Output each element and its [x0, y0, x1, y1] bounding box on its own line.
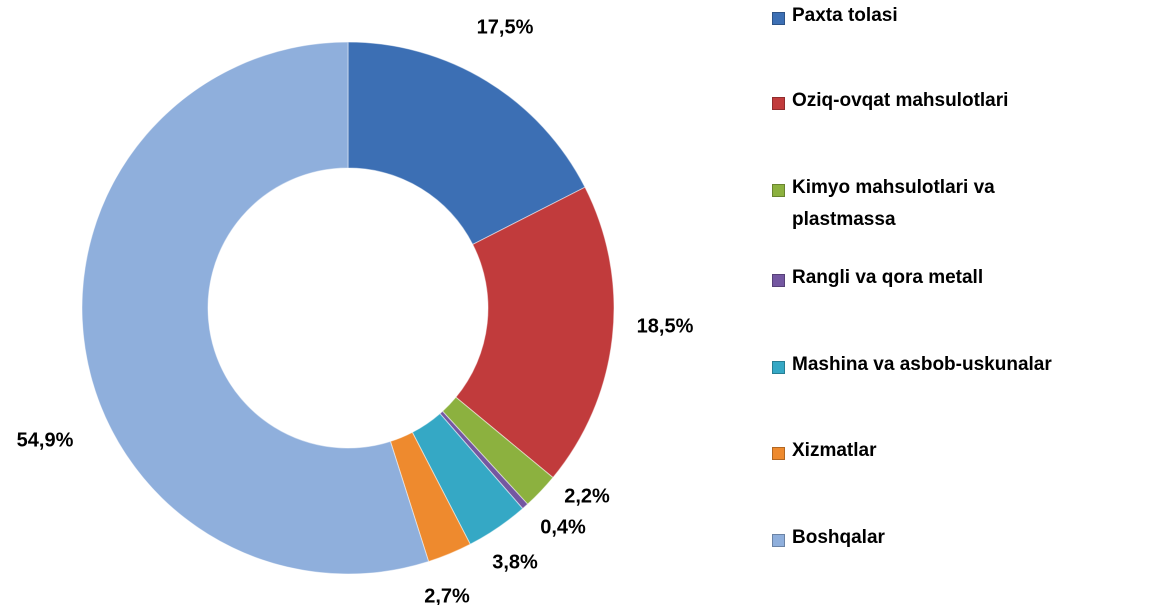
legend-item: Paxta tolasi	[772, 5, 898, 32]
legend-swatch	[772, 97, 785, 110]
legend-label: Paxta tolasi	[792, 5, 898, 26]
legend-swatch	[772, 534, 785, 547]
legend-label: Mashina va asbob-uskunalar	[792, 354, 1052, 375]
legend-item: Xizmatlar	[772, 440, 876, 467]
legend-swatch	[772, 12, 785, 25]
legend-swatch	[772, 447, 785, 460]
data-label: 0,4%	[540, 516, 586, 538]
legend-label: Oziq-ovqat mahsulotlari	[792, 90, 1009, 111]
legend-label: Xizmatlar	[792, 440, 877, 461]
legend-label: Rangli va qora metall	[792, 267, 984, 288]
legend-item: Mashina va asbob-uskunalar	[772, 354, 1052, 381]
donut-segment	[347, 41, 586, 246]
chart: 17,5% 18,5% 2,2% 0,4%3,8% 2,7% 54,9%	[17, 16, 694, 605]
legend-label: Boshqalar	[792, 527, 885, 548]
legend-item: Boshqalar	[772, 527, 885, 554]
legend-label: Kimyo mahsulotlari va plastmassa	[792, 177, 995, 230]
data-label: 2,2%	[564, 485, 610, 507]
donut-segment	[81, 41, 430, 575]
data-label: 18,5%	[637, 315, 694, 337]
data-label: 3,8%	[492, 551, 538, 573]
data-label: 17,5%	[477, 16, 534, 38]
data-label: 2,7%	[424, 585, 470, 605]
legend-item: Oziq-ovqat mahsulotlari	[772, 90, 1008, 117]
legend-swatch	[772, 184, 785, 197]
data-label: 54,9%	[17, 429, 74, 451]
legend-swatch	[772, 361, 785, 374]
donut-segment	[455, 186, 615, 479]
legend-swatch	[772, 274, 785, 287]
legend-item: Rangli va qora metall	[772, 267, 983, 294]
legend-item: Kimyo mahsulotlari va plastmassa	[772, 177, 1092, 236]
